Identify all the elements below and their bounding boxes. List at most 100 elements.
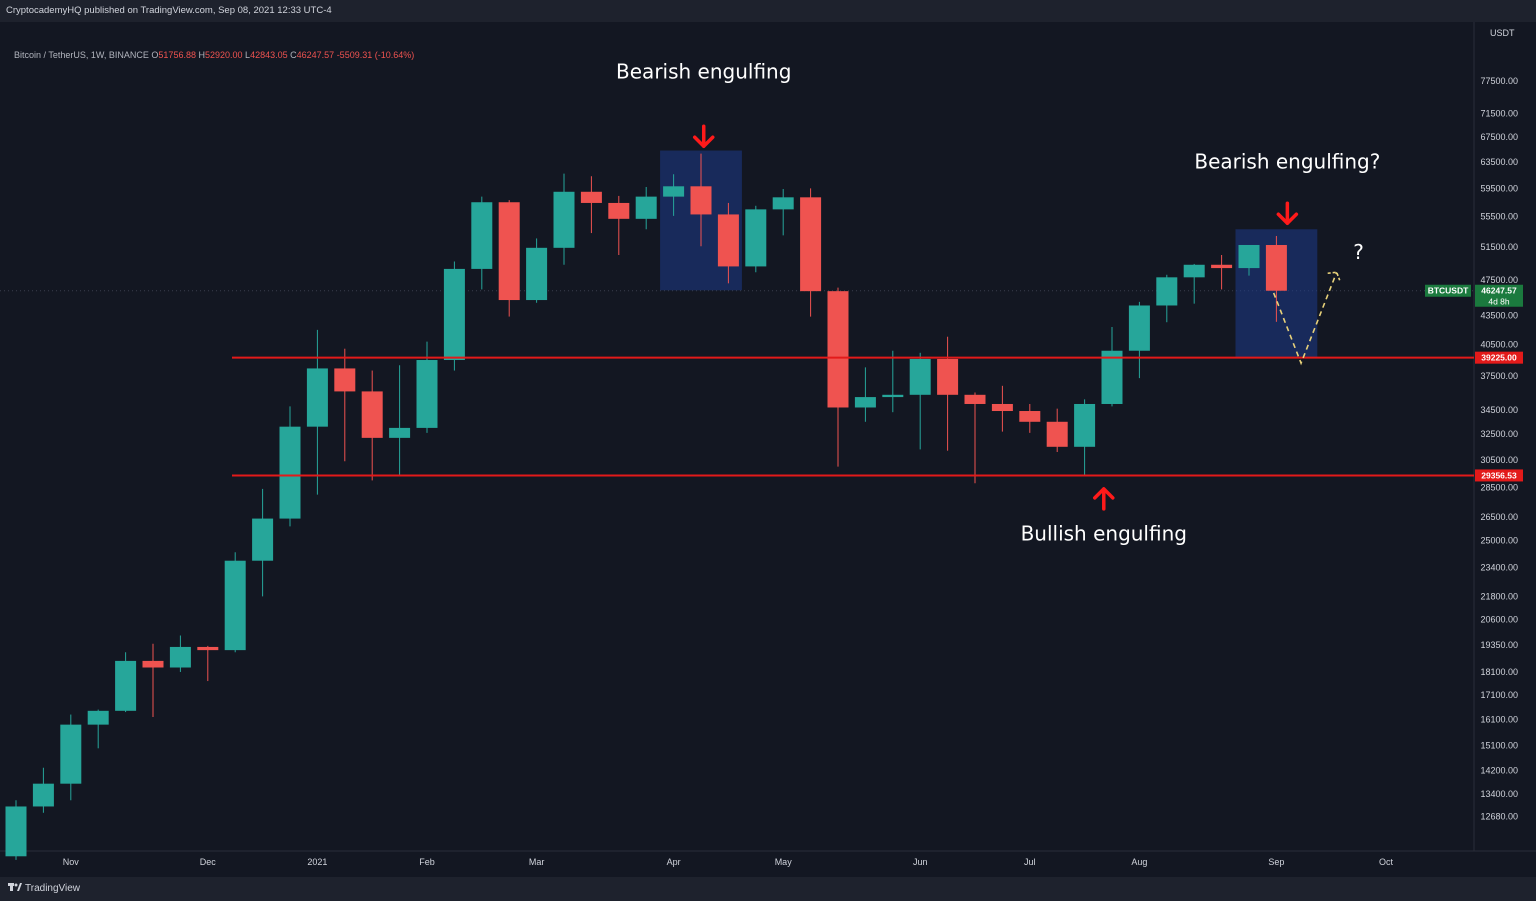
candle-body[interactable] <box>635 196 657 219</box>
candle[interactable] <box>389 365 411 477</box>
candle[interactable] <box>882 350 904 413</box>
candle[interactable] <box>60 714 82 801</box>
candle[interactable] <box>745 205 767 273</box>
candle[interactable] <box>1183 263 1205 304</box>
candle[interactable] <box>87 709 109 749</box>
price-tick-label: 77500.00 <box>1480 76 1518 86</box>
candle[interactable] <box>1238 244 1260 276</box>
candle[interactable] <box>635 186 657 230</box>
candle-body[interactable] <box>1046 421 1068 447</box>
price-chart[interactable]: Bearish engulfing Bearish engulfing? Bulli… <box>0 22 1536 877</box>
candle[interactable] <box>937 336 959 451</box>
time-tick-label: Dec <box>200 857 217 867</box>
candle[interactable] <box>1101 327 1123 407</box>
candle[interactable] <box>1128 301 1150 379</box>
candle-body[interactable] <box>1156 277 1178 306</box>
candle-body[interactable] <box>663 186 685 197</box>
candle-body[interactable] <box>745 209 767 267</box>
candle-body[interactable] <box>334 368 356 392</box>
candle-body[interactable] <box>306 368 328 427</box>
candle-body[interactable] <box>142 660 164 668</box>
candle-body[interactable] <box>224 560 246 651</box>
candle-body[interactable] <box>937 358 959 395</box>
candle[interactable] <box>443 261 465 371</box>
candle[interactable] <box>526 238 548 303</box>
candle[interactable] <box>1046 408 1068 452</box>
candle[interactable] <box>772 189 794 236</box>
candle-body[interactable] <box>1265 245 1287 291</box>
candle-body[interactable] <box>471 202 493 269</box>
candle[interactable] <box>1019 403 1041 433</box>
candle[interactable] <box>690 153 712 247</box>
candle[interactable] <box>32 767 54 813</box>
candle-body[interactable] <box>1019 411 1041 422</box>
candle-body[interactable] <box>526 247 548 301</box>
candle-body[interactable] <box>1074 403 1096 447</box>
candle-body[interactable] <box>964 394 986 404</box>
candle[interactable] <box>991 385 1013 432</box>
candle-body[interactable] <box>498 202 520 301</box>
candle-body[interactable] <box>169 646 191 668</box>
candle-body[interactable] <box>443 268 465 361</box>
candle-body[interactable] <box>416 360 438 428</box>
candle[interactable] <box>142 643 164 718</box>
candle[interactable] <box>5 800 27 860</box>
candle-body[interactable] <box>854 397 876 408</box>
candle[interactable] <box>224 552 246 653</box>
candle-body[interactable] <box>115 660 137 711</box>
chart-area[interactable]: Bearish engulfing Bearish engulfing? Bulli… <box>0 22 1536 877</box>
candle-body[interactable] <box>800 197 822 292</box>
candle[interactable] <box>471 196 493 290</box>
candle[interactable] <box>909 352 931 450</box>
candle-body[interactable] <box>389 427 411 438</box>
candle-body[interactable] <box>1183 264 1205 278</box>
candle-body[interactable] <box>909 358 931 395</box>
candle[interactable] <box>416 341 438 433</box>
candle-body[interactable] <box>772 197 794 210</box>
candle-body[interactable] <box>87 710 109 725</box>
candle[interactable] <box>252 488 274 597</box>
candle[interactable] <box>1265 235 1287 322</box>
candle[interactable] <box>306 329 328 495</box>
candle[interactable] <box>608 195 630 255</box>
candle[interactable] <box>1074 399 1096 477</box>
candle-body[interactable] <box>580 191 602 203</box>
candle[interactable] <box>553 173 575 265</box>
candle[interactable] <box>361 370 383 481</box>
candle[interactable] <box>717 202 739 284</box>
candle[interactable] <box>498 200 520 317</box>
candle-body[interactable] <box>279 426 301 519</box>
candle-body[interactable] <box>252 518 274 561</box>
candle[interactable] <box>854 367 876 422</box>
candle[interactable] <box>1156 274 1178 323</box>
candle[interactable] <box>964 392 986 484</box>
candle-body[interactable] <box>827 291 849 408</box>
candle-body[interactable] <box>882 394 904 398</box>
candle[interactable] <box>279 406 301 527</box>
candle[interactable] <box>334 348 356 462</box>
candle-body[interactable] <box>60 724 82 784</box>
candle-body[interactable] <box>361 391 383 438</box>
candle[interactable] <box>663 174 685 216</box>
candle-body[interactable] <box>1101 350 1123 404</box>
candle-body[interactable] <box>991 403 1013 412</box>
candle[interactable] <box>1211 254 1233 290</box>
candle-body[interactable] <box>1128 305 1150 351</box>
candle[interactable] <box>197 645 219 682</box>
candle-body[interactable] <box>717 214 739 267</box>
candle[interactable] <box>827 287 849 467</box>
candle[interactable] <box>580 176 602 234</box>
candle[interactable] <box>169 635 191 672</box>
candle[interactable] <box>115 652 137 713</box>
candle-body[interactable] <box>1211 264 1233 269</box>
tradingview-logo[interactable]: TradingView <box>8 882 80 894</box>
candle-body[interactable] <box>1238 244 1260 269</box>
candle-body[interactable] <box>5 806 27 857</box>
candle-body[interactable] <box>197 646 219 651</box>
candle-body[interactable] <box>608 202 630 219</box>
level-price-badge-text: 29356.53 <box>1481 470 1517 480</box>
candle-body[interactable] <box>32 783 54 807</box>
candle-body[interactable] <box>553 191 575 248</box>
candle[interactable] <box>800 188 822 317</box>
candle-body[interactable] <box>690 186 712 215</box>
